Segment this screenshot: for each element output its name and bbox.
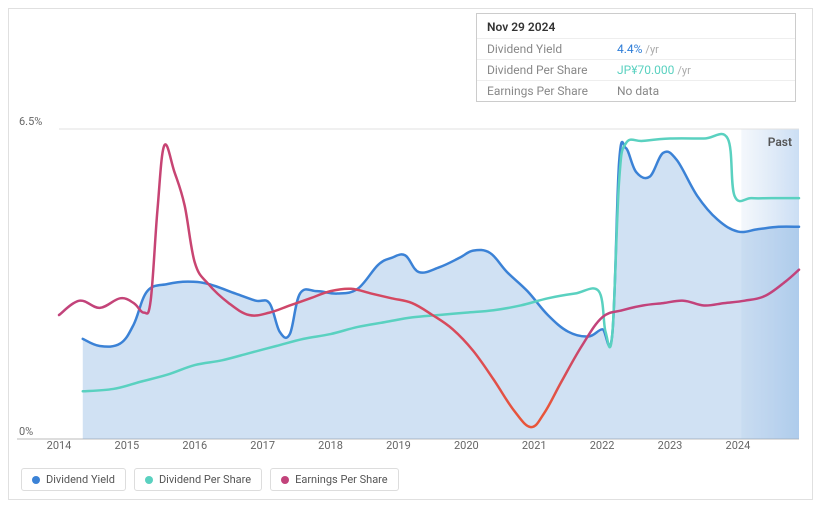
x-axis-label: 2015 [115,439,140,452]
tooltip-row-value: No data [617,84,659,98]
tooltip-row: Dividend Yield4.4% /yr [477,39,795,60]
y-axis-label: 0% [19,425,33,438]
tooltip-row: Earnings Per ShareNo data [477,81,795,101]
legend-dot-icon [32,476,40,484]
x-axis-label: 2023 [658,439,683,452]
hover-tooltip: Nov 29 2024 Dividend Yield4.4% /yrDivide… [476,13,796,102]
legend-dot-icon [281,476,289,484]
x-axis-label: 2017 [250,439,275,452]
legend-item[interactable]: Earnings Per Share [270,468,399,491]
y-axis-label: 6.5% [19,115,42,128]
x-axis-label: 2024 [726,439,751,452]
tooltip-row-label: Dividend Per Share [487,63,617,77]
legend-label: Dividend Per Share [159,473,251,486]
tooltip-row: Dividend Per ShareJP¥70.000 /yr [477,60,795,81]
x-axis-labels: 2014 2015 2016 2017 2018 2019 2020 2021 2022 2023… [9,439,812,457]
x-axis-label: 2020 [454,439,479,452]
x-axis-label: 2014 [47,439,72,452]
legend-label: Dividend Yield [46,473,115,486]
legend-dot-icon [145,476,153,484]
past-region-label: Past [768,135,792,149]
legend-item[interactable]: Dividend Yield [21,468,126,491]
legend-item[interactable]: Dividend Per Share [134,468,262,491]
tooltip-row-value: JP¥70.000 /yr [617,63,691,77]
x-axis-label: 2019 [386,439,411,452]
x-axis-label: 2021 [522,439,547,452]
tooltip-row-label: Earnings Per Share [487,84,617,98]
x-axis-label: 2018 [318,439,343,452]
tooltip-row-value: 4.4% /yr [617,42,659,56]
x-axis-label: 2016 [182,439,207,452]
legend-label: Earnings Per Share [295,473,388,486]
x-axis-label: 2022 [590,439,615,452]
chart-legend: Dividend Yield Dividend Per Share Earnings… [21,468,399,491]
chart-container: Nov 29 2024 Dividend Yield4.4% /yrDivide… [8,8,813,500]
tooltip-date: Nov 29 2024 [477,14,795,39]
line-chart-svg [9,109,814,449]
tooltip-row-label: Dividend Yield [487,42,617,56]
chart-plot-area: 0% 6.5% Past [9,109,812,449]
